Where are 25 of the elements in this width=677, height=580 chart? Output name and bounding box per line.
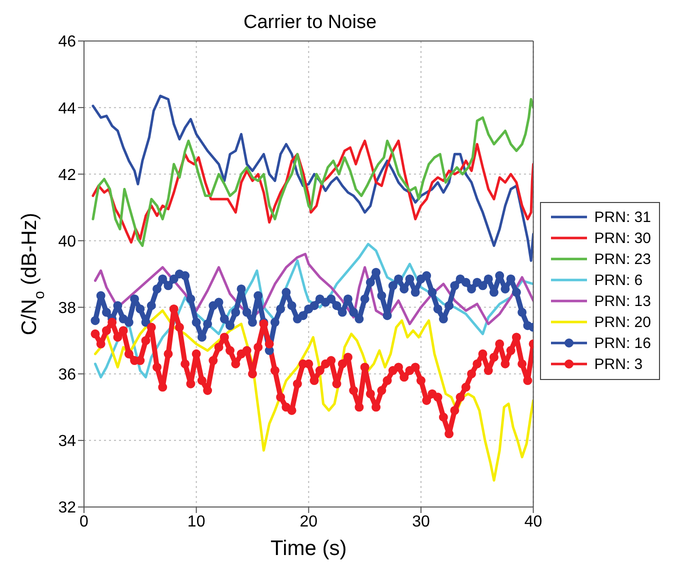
legend-label: PRN: 20 (594, 314, 651, 330)
x-tick-label: 0 (80, 513, 89, 530)
legend-label: PRN: 6 (594, 272, 643, 288)
y-tick-label: 36 (58, 366, 76, 384)
x-axis-title: Time (s) (270, 537, 347, 560)
y-tick-label: 40 (58, 233, 76, 250)
legend-label: PRN: 30 (594, 230, 651, 246)
x-tick-label: 40 (524, 513, 542, 530)
legend-label: PRN: 31 (594, 208, 651, 226)
legend-label: PRN: 16 (594, 334, 651, 352)
y-tick-label: 32 (58, 500, 76, 517)
line-series (94, 252, 534, 326)
legend-label: PRN: 13 (594, 292, 651, 310)
line-series (94, 309, 534, 482)
y-tick-label: 44 (58, 100, 76, 118)
legend-label: PRN: 3 (594, 356, 643, 372)
y-tick-label: 42 (58, 166, 76, 184)
x-tick-label: 30 (412, 513, 430, 530)
y-tick-label: 38 (58, 300, 76, 317)
x-tick-label: 20 (300, 513, 318, 530)
x-tick-label: 10 (187, 513, 206, 530)
chart-title: Carrier to Noise (242, 12, 378, 34)
y-tick-label: 34 (58, 433, 76, 450)
legend-label: PRN: 23 (594, 250, 651, 268)
y-tick-label: 46 (58, 34, 76, 51)
